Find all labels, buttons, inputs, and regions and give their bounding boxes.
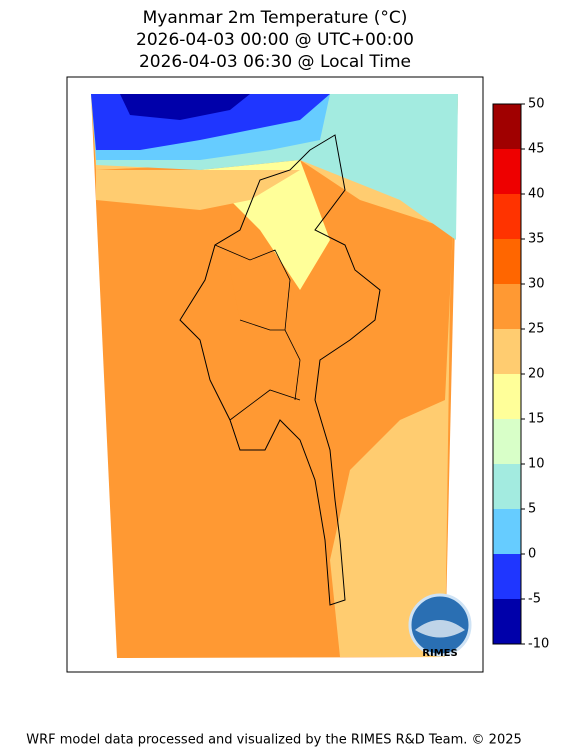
colorbar-band (493, 554, 521, 599)
footer: WRF model data processed and visualized … (26, 733, 522, 748)
colorbar-band (493, 599, 521, 644)
colorbar-band (493, 509, 521, 554)
colorbar-band (493, 194, 521, 239)
logo: RIMES (408, 593, 472, 659)
map-region (96, 170, 300, 210)
colorbar-tick-label: 10 (528, 457, 545, 472)
logo-text: RIMES (422, 648, 457, 659)
map-region (120, 94, 250, 120)
colorbar: -10 -5 0 5 10 15 20 25 30 35 40 45 50 (492, 97, 549, 652)
colorbar-band (493, 374, 521, 419)
country-border (179, 134, 381, 606)
colorbar-tick-label: 45 (528, 142, 545, 157)
colorbar-tick-label: 0 (528, 547, 536, 562)
map-region (230, 260, 295, 330)
colorbar-tick-label: 20 (528, 367, 545, 382)
map-region (91, 94, 458, 657)
colorbar-tick-label: 15 (528, 412, 545, 427)
state-border (214, 244, 301, 421)
map-frame (66, 76, 484, 673)
colorbar-tick-label: 25 (528, 322, 545, 337)
colorbar-band (493, 464, 521, 509)
colorbar-band (493, 284, 521, 329)
title-line: Myanmar 2m Temperature (°C) (143, 8, 408, 28)
colorbar-tick-label: -10 (528, 637, 549, 652)
colorbar-tick-label: 50 (528, 97, 545, 112)
title-line: 2026-04-03 06:30 @ Local Time (139, 52, 411, 72)
colorbar-band (493, 239, 521, 284)
colorbar-tick-label: 30 (528, 277, 545, 292)
colorbar-band (493, 329, 521, 374)
colorbar-band (493, 104, 521, 149)
colorbar-band (493, 149, 521, 194)
colorbar-tick-label: 40 (528, 187, 545, 202)
colorbar-tick-label: 35 (528, 232, 545, 247)
map: RIMES (91, 94, 472, 659)
title-line: 2026-04-03 00:00 @ UTC+00:00 (136, 30, 414, 50)
colorbar-tick-label: -5 (528, 592, 541, 607)
colorbar-tick-label: 5 (528, 502, 536, 517)
colorbar-band (493, 419, 521, 464)
